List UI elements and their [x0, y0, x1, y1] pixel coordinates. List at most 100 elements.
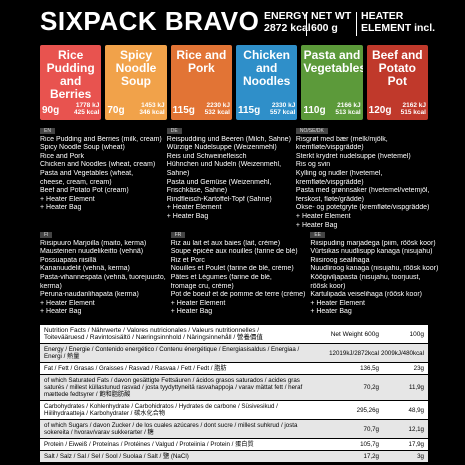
nutrition-per-100g: 2009kJ/480kcal — [381, 349, 424, 357]
product-card: Chicken and Noodles 115g 2330 kJ 557 kca… — [235, 45, 298, 120]
product-energy: 1453 kJ 346 kcal — [139, 102, 164, 116]
product-card: Rice Pudding and Berries 90g 1778 kJ 425… — [40, 45, 102, 120]
ingredient-line: + Heater Bag — [40, 204, 82, 212]
product-card: Beef and Potato Pot 120g 2162 kJ 515 kca… — [366, 45, 428, 120]
header: SIXPACK BRAVO ENERGY 2872 kcal NET WT 60… — [0, 0, 465, 46]
ingredient-line: + Heater Element — [40, 195, 95, 203]
nutrition-row: of which Saturated Fats / davon gesättig… — [40, 375, 428, 401]
ingredient-line: Pâtes et Légumes (farine de blé, — [170, 273, 272, 281]
ingredient-line: + Heater Element — [166, 204, 222, 212]
ingredient-line: Kartulipada veiselihaga (rõõsk koor) — [310, 291, 422, 299]
language-tag: FR — [170, 232, 186, 238]
product-kcal: 425 kcal — [74, 109, 100, 116]
language-tag: DE — [166, 128, 182, 134]
product-kj: 2330 kJ — [271, 102, 296, 109]
product-grams: 70g — [107, 105, 125, 116]
product-grams: 115g — [237, 105, 261, 116]
ingredients-top: EN Rice Pudding and Berries (milk, cream)… — [40, 127, 430, 230]
nutrition-per-100g: 3g — [417, 453, 424, 460]
language-column: FR Riz au lait et aux baies (lait, crème)… — [170, 231, 305, 317]
product-stats: 115g 2230 kJ 532 kcal — [173, 102, 230, 116]
product-kj: 2166 kJ — [337, 102, 361, 109]
ingredient-line: Soupe épicée aux nouilles (farine de blé… — [170, 248, 298, 256]
netwt-value: 600 g — [311, 22, 338, 34]
ingredient-line: Sterkt krydret nudelsuppe (hvetemel) — [295, 152, 411, 160]
product-kcal: 532 kcal — [204, 109, 230, 116]
product-stats: 120g 2162 kJ 515 kcal — [369, 102, 426, 116]
nutrition-row: Energy / Energie / Contenido energético … — [40, 344, 428, 363]
nutrition-label: of which Sugars / davon Zucker / de los … — [44, 422, 298, 436]
nutrition-header-total: Net Weight 600g — [330, 330, 379, 338]
ingredient-line: + Heater Element — [170, 299, 226, 307]
nutrition-per-100g: 17,9g — [408, 441, 424, 448]
nutrition-total: 136,5g — [360, 365, 379, 372]
heater-info: HEATER ELEMENT incl. — [361, 10, 435, 34]
product-title: Spicy Noodle Soup — [115, 48, 157, 88]
ingredient-line: Reispudding und Beeren (Milch, Sahne) — [166, 135, 291, 143]
ingredient-line: + Heater Bag — [166, 212, 209, 220]
nutrition-total: 12019kJ/2872kcal — [329, 349, 379, 357]
product-energy: 1778 kJ 425 kcal — [74, 102, 99, 116]
product-stats: 115g 2330 kJ 557 kcal — [238, 102, 295, 116]
netwt-label: NET WT — [311, 10, 352, 22]
nutrition-per-100g: 48,9g — [408, 406, 424, 414]
ingredient-line: ferskost, fløte/grädde) — [295, 195, 364, 203]
ingredient-line: Rice Pudding and Berries (milk, cream) — [40, 135, 162, 143]
ingredient-line: Köögiviljapasta (nisujahu, toorjuust, — [310, 273, 421, 281]
language-tag: FI — [40, 232, 53, 238]
nutrition-table: Nutrition Facts / Nährwerte / Valores nu… — [40, 325, 428, 463]
ingredient-line: Ris og svin — [295, 161, 331, 169]
ingredient-line: + Heater Element — [40, 299, 95, 307]
ingredient-line: Possuapata riisillä — [40, 256, 97, 264]
energy-label: ENERGY — [264, 10, 309, 22]
energy-info: ENERGY 2872 kcal — [264, 10, 311, 34]
product-title: Rice and Pork — [176, 48, 227, 75]
ingredient-line: + Heater Bag — [40, 308, 82, 316]
product-kcal: 515 kcal — [400, 109, 426, 116]
product-energy: 2230 kJ 532 kcal — [205, 102, 230, 116]
energy-value: 2872 kcal — [264, 22, 311, 34]
ingredient-line: Kylling og nudler (hvetemel, — [295, 169, 383, 177]
ingredient-line: Würzige Nudelsuppe (Weizenmehl) — [166, 144, 277, 152]
ingredient-line: Hühnchen und Nudeln (Weizenmehl, — [166, 161, 282, 169]
nutrition-label: Salt / Salz / Sal / Sel / Sool / Suolaa … — [44, 453, 189, 460]
nutrition-row: Fat / Fett / Grasas / Graisses / Rasvad … — [40, 363, 428, 375]
ingredient-line: Nouilles et Poulet (farine de blé, crème… — [170, 265, 294, 273]
product-energy: 2330 kJ 557 kcal — [270, 102, 295, 116]
ingredient-line: Riz au lait et aux baies (lait, crème) — [170, 239, 281, 247]
product-stats: 90g 1778 kJ 425 kcal — [42, 102, 99, 116]
language-column: NO/SE/DK Risgrøt med bær (melk/mjölk, krem… — [295, 127, 430, 230]
ingredient-line: Pasta med grønnsaker (hvetemel/vetemjöl, — [295, 187, 430, 195]
netwt-info: NET WT 600 g — [311, 10, 351, 34]
ingredient-line: Rindfleisch-Kartoffel-Topf (Sahne) — [166, 195, 272, 203]
nutrition-per-100g: 23g — [413, 365, 424, 372]
header-divider — [306, 12, 307, 36]
ingredient-line: + Heater Element — [295, 212, 351, 220]
nutrition-row: of which Sugars / davon Zucker / de los … — [40, 420, 428, 439]
product-kcal: 346 kcal — [139, 109, 165, 116]
ingredient-line: Riisipuuro Marjoilla (maito, kerma) — [40, 239, 147, 247]
ingredient-line: Spicy Noodle Soup (wheat) — [40, 144, 125, 152]
ingredient-line: Sahne) — [166, 169, 190, 177]
ingredient-line: Rice and Pork — [40, 152, 84, 160]
language-column: DE Reispudding und Beeren (Milch, Sahne) W… — [166, 127, 291, 230]
ingredient-line: + Heater Bag — [170, 308, 213, 316]
ingredient-line: Vürtsikas nuudlisupp kanaga (nisujahu) — [310, 248, 433, 256]
nutrition-row: Salt / Salz / Sal / Sel / Sool / Suolaa … — [40, 451, 428, 463]
product-energy: 2162 kJ 515 kcal — [401, 102, 426, 116]
ingredient-line: Pasta and Vegetables (wheat, — [40, 169, 134, 177]
ingredient-line: Chicken and Noodles (wheat, cream) — [40, 161, 156, 169]
ingredient-line: Reis und Schweinefleisch — [166, 152, 247, 160]
product-kj: 1778 kJ — [75, 102, 100, 109]
nutrition-total: 70,7g — [363, 425, 379, 433]
ingredient-line: kerma) — [40, 282, 62, 290]
ingredient-line: Beef and Potato Pot (cream) — [40, 187, 129, 195]
language-column: FI Riisipuuro Marjoilla (maito, kerma) Mau… — [40, 231, 166, 317]
header-divider — [356, 12, 357, 36]
nutrition-header-100g: 100g — [409, 330, 424, 338]
product-row: Rice Pudding and Berries 90g 1778 kJ 425… — [40, 45, 428, 120]
heater-label: HEATER — [361, 10, 404, 22]
nutrition-row: Carbohydrates / Kohlenhydrate / Carbohid… — [40, 401, 428, 420]
product-grams: 110g — [303, 105, 326, 116]
ingredient-line: Riisipuding marjadega (piim, rõõsk koor) — [310, 239, 436, 247]
